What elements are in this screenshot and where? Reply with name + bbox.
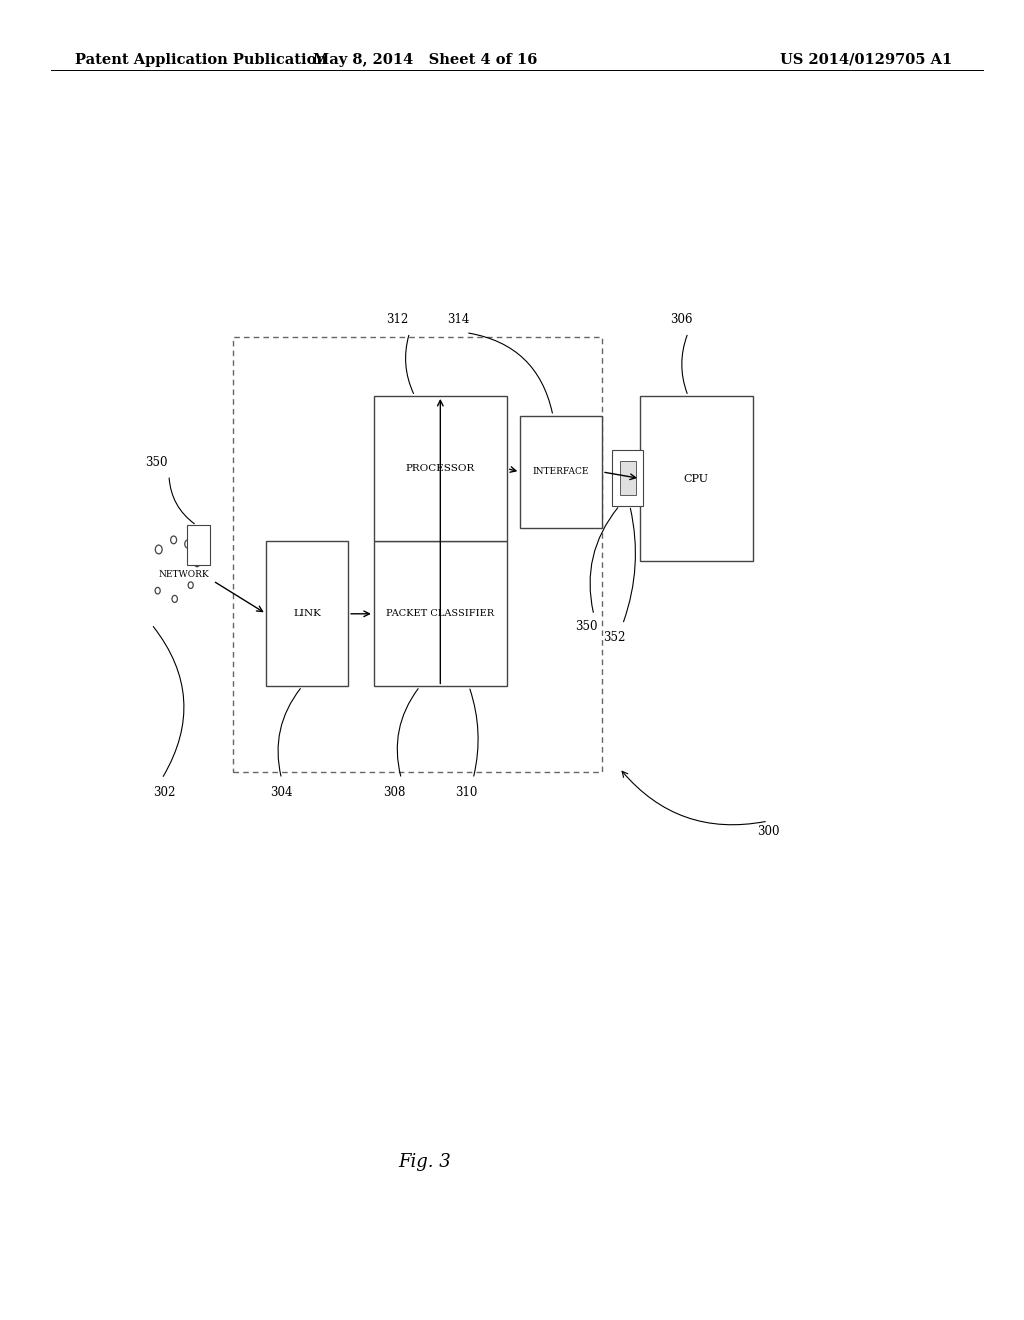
Text: 310: 310 <box>455 785 477 799</box>
Text: US 2014/0129705 A1: US 2014/0129705 A1 <box>780 53 952 67</box>
Circle shape <box>155 587 160 594</box>
Circle shape <box>188 582 194 589</box>
Text: PACKET CLASSIFIER: PACKET CLASSIFIER <box>386 610 495 618</box>
Bar <box>520 416 602 528</box>
Text: CPU: CPU <box>684 474 709 483</box>
Bar <box>233 337 602 772</box>
Text: May 8, 2014   Sheet 4 of 16: May 8, 2014 Sheet 4 of 16 <box>312 53 538 67</box>
Text: Fig. 3: Fig. 3 <box>398 1152 452 1171</box>
Text: PROCESSOR: PROCESSOR <box>406 465 475 473</box>
Circle shape <box>195 560 200 566</box>
Text: 314: 314 <box>447 313 470 326</box>
Text: Patent Application Publication: Patent Application Publication <box>75 53 327 67</box>
Bar <box>640 396 753 561</box>
Bar <box>620 461 636 495</box>
Text: 350: 350 <box>145 455 168 469</box>
Text: 300: 300 <box>757 825 779 838</box>
Text: 302: 302 <box>153 785 175 799</box>
Text: 304: 304 <box>270 785 293 799</box>
Text: LINK: LINK <box>293 610 322 618</box>
Bar <box>612 450 643 506</box>
Text: 306: 306 <box>670 313 692 326</box>
Text: 312: 312 <box>386 313 409 326</box>
Text: 350: 350 <box>575 620 598 634</box>
Text: NETWORK: NETWORK <box>159 570 210 578</box>
Bar <box>266 541 348 686</box>
Bar <box>374 541 507 686</box>
Circle shape <box>184 540 191 548</box>
Text: 308: 308 <box>383 785 406 799</box>
Circle shape <box>171 536 176 544</box>
Bar <box>187 525 210 565</box>
Bar <box>374 396 507 541</box>
Text: INTERFACE: INTERFACE <box>532 467 590 477</box>
Circle shape <box>172 595 177 602</box>
Text: 352: 352 <box>603 631 626 644</box>
Circle shape <box>156 545 162 554</box>
